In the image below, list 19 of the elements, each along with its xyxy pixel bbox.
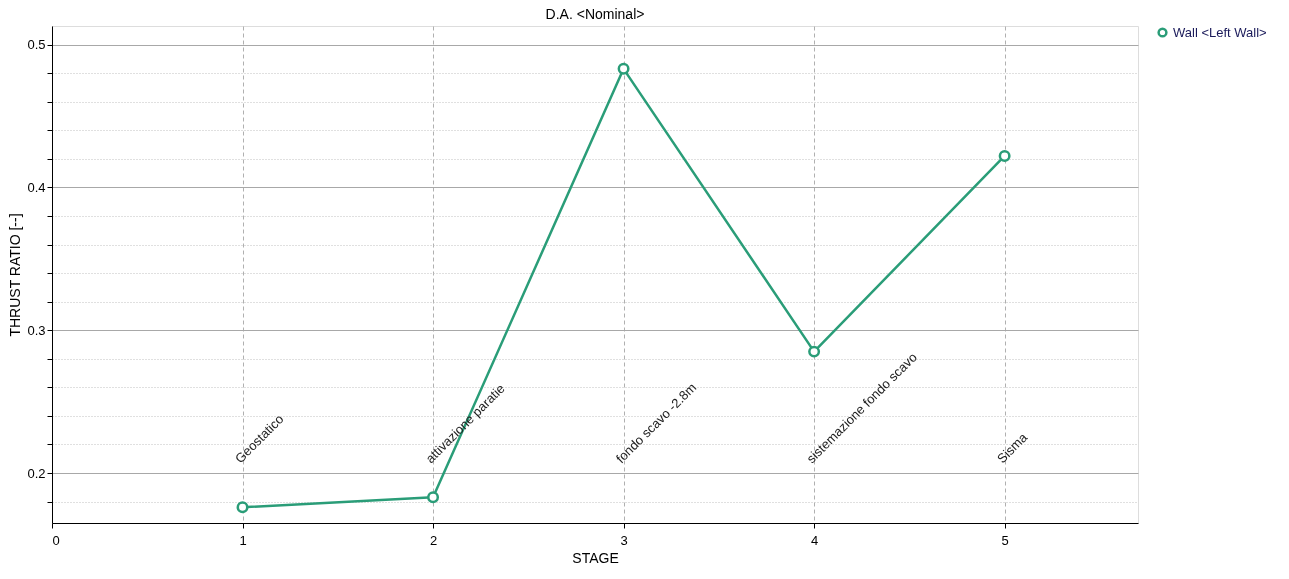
point <box>808 345 821 358</box>
y-tick-label: 0.2 <box>27 465 46 481</box>
point <box>427 491 440 504</box>
x-tick-label: 4 <box>810 532 819 548</box>
point <box>998 149 1011 162</box>
y-tick-label: 0.3 <box>27 322 46 338</box>
legend-label: Wall <Left Wall> <box>1173 24 1267 40</box>
y-tick-label: 0.5 <box>27 37 46 53</box>
y-tick-label: 0.4 <box>27 179 46 195</box>
y-axis-title: THRUST RATIO [--] <box>7 213 24 337</box>
x-tick-label: 1 <box>239 532 247 548</box>
point <box>617 62 630 75</box>
x-tick-label: 5 <box>1001 532 1009 548</box>
x-tick-label: 2 <box>429 532 438 548</box>
x-tick-label: 0 <box>52 532 60 548</box>
chart-subtitle: D.A. <Nominal> <box>545 6 645 22</box>
x-axis-title: STAGE <box>572 549 619 566</box>
point <box>236 501 249 514</box>
x-tick-label: 3 <box>620 532 628 548</box>
